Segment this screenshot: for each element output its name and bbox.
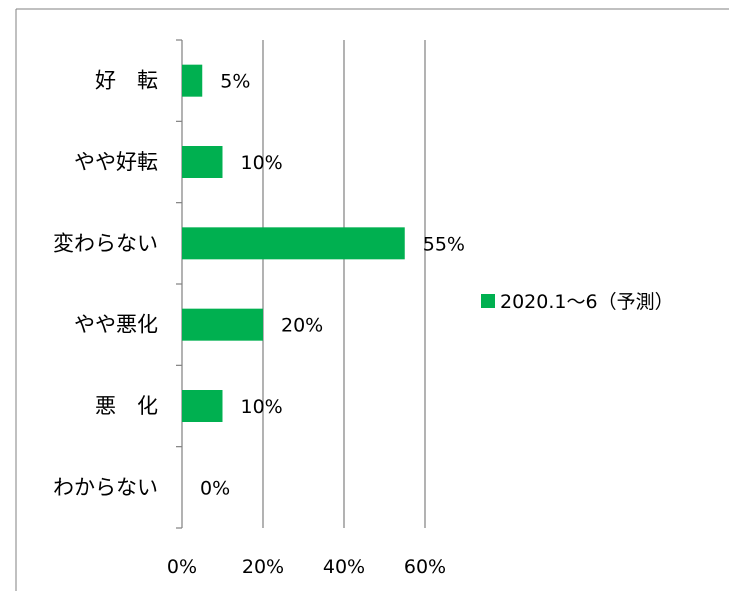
data-label: 0% bbox=[200, 477, 230, 499]
category-label: やや好転 bbox=[74, 150, 158, 174]
category-label: わからない bbox=[53, 475, 158, 499]
data-label: 10% bbox=[241, 396, 283, 418]
bar bbox=[182, 64, 203, 97]
legend: 2020.1～6（予測） bbox=[481, 291, 674, 313]
axes bbox=[176, 39, 183, 529]
labels: 0% 20% 40% 60% 好 転 5% やや好転 10% 変わらない 55% やや悪化 20% 悪 … bbox=[53, 69, 465, 578]
category-label: 変わらない bbox=[53, 231, 158, 255]
x-tick-label: 20% bbox=[242, 556, 284, 578]
data-label: 20% bbox=[281, 315, 323, 337]
category-label: やや悪化 bbox=[74, 313, 158, 337]
category-label: 悪 化 bbox=[95, 394, 158, 418]
bar bbox=[182, 308, 263, 341]
x-tick-label: 0% bbox=[167, 556, 197, 578]
category-label: 好 転 bbox=[95, 69, 158, 93]
bar bbox=[182, 227, 405, 260]
bars bbox=[182, 64, 405, 422]
data-label: 5% bbox=[220, 71, 250, 93]
data-label: 10% bbox=[241, 152, 283, 174]
x-tick-label: 40% bbox=[323, 556, 365, 578]
bar bbox=[182, 390, 223, 422]
legend-label: 2020.1～6（予測） bbox=[500, 291, 674, 313]
chart-frame bbox=[15, 8, 729, 591]
bar bbox=[182, 146, 223, 178]
x-tick-label: 60% bbox=[404, 556, 446, 578]
data-label: 55% bbox=[423, 233, 465, 255]
legend-swatch bbox=[481, 294, 495, 308]
gridlines bbox=[262, 40, 426, 528]
